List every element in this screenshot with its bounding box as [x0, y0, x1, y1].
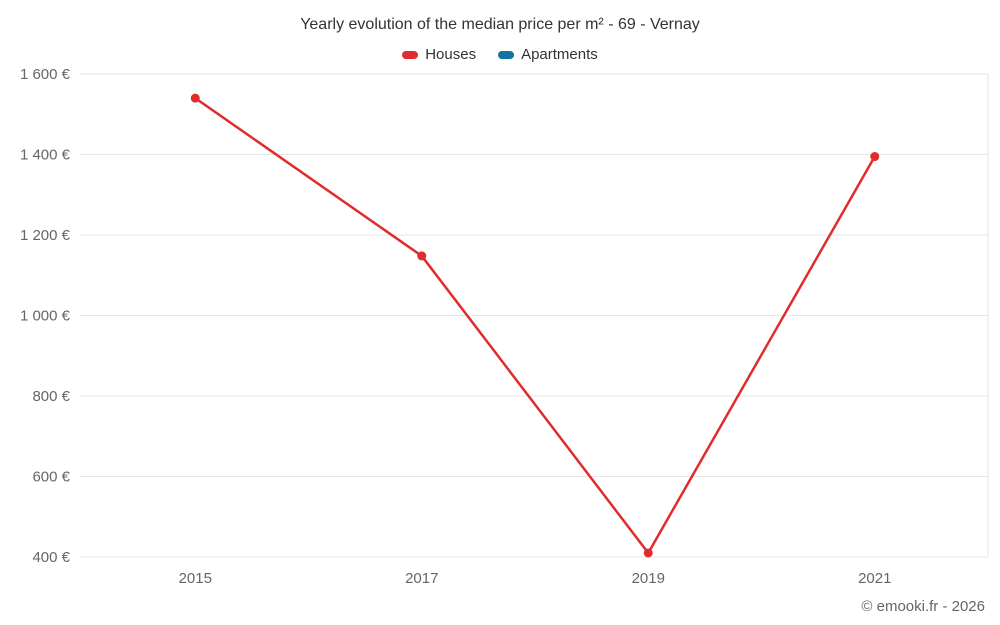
y-axis-label: 1 000 €: [20, 308, 71, 325]
x-axis-label: 2015: [179, 570, 212, 587]
legend-item-houses[interactable]: Houses: [402, 46, 476, 63]
apartments-legend-marker: [498, 50, 515, 59]
x-axis-label: 2017: [405, 570, 438, 587]
y-axis-label: 1 400 €: [20, 147, 71, 164]
y-axis-label: 1 200 €: [20, 227, 71, 244]
series-line-houses: [194, 97, 876, 555]
legend-label-houses: Houses: [425, 46, 477, 63]
x-axis-label: 2019: [632, 570, 665, 587]
footer-credit: © emooki.fr - 2026: [861, 598, 985, 615]
y-axis-label: 800 €: [32, 388, 70, 405]
data-point-houses-2017[interactable]: [417, 251, 427, 261]
legend-item-apartments[interactable]: Apartments: [498, 46, 598, 63]
houses-legend-marker: [402, 50, 419, 59]
y-axis-label: 600 €: [32, 469, 70, 486]
data-point-houses-2021[interactable]: [870, 152, 880, 162]
y-axis-label: 400 €: [32, 549, 70, 566]
legend: Houses Apartments: [0, 46, 1000, 63]
y-axis-label: 1 600 €: [20, 66, 71, 83]
legend-label-apartments: Apartments: [521, 46, 598, 63]
data-point-houses-2015[interactable]: [190, 93, 200, 103]
x-axis-label: 2021: [858, 570, 891, 587]
chart-title: Yearly evolution of the median price per…: [300, 16, 700, 33]
data-point-houses-2019[interactable]: [643, 548, 653, 558]
